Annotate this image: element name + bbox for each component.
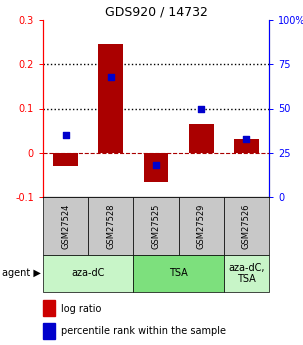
Text: TSA: TSA: [169, 268, 188, 278]
Text: GSM27526: GSM27526: [242, 203, 251, 249]
Point: [108, 74, 113, 79]
Bar: [133, 197, 178, 255]
Title: GDS920 / 14732: GDS920 / 14732: [105, 6, 208, 19]
Bar: [234, 139, 259, 153]
Bar: [88, 197, 133, 255]
Bar: [53, 153, 78, 166]
Bar: [224, 197, 269, 255]
Bar: [178, 197, 224, 255]
Text: percentile rank within the sample: percentile rank within the sample: [61, 326, 226, 336]
Bar: [43, 300, 55, 316]
Point: [244, 136, 249, 141]
Text: GSM27529: GSM27529: [197, 203, 206, 249]
Text: aza-dC: aza-dC: [72, 268, 105, 278]
Bar: [224, 255, 269, 292]
Text: aza-dC,
TSA: aza-dC, TSA: [228, 263, 265, 284]
Text: GSM27528: GSM27528: [106, 203, 115, 249]
Text: log ratio: log ratio: [61, 304, 102, 314]
Bar: [43, 255, 133, 292]
Bar: [144, 153, 168, 181]
Text: GSM27525: GSM27525: [152, 203, 161, 249]
Point: [63, 132, 68, 138]
Text: agent ▶: agent ▶: [2, 268, 40, 278]
Point: [199, 106, 204, 111]
Point: [154, 162, 158, 168]
Bar: [189, 124, 214, 153]
Bar: [133, 255, 224, 292]
Bar: [43, 323, 55, 339]
Text: GSM27524: GSM27524: [61, 203, 70, 249]
Bar: [43, 197, 88, 255]
Bar: [98, 45, 123, 153]
